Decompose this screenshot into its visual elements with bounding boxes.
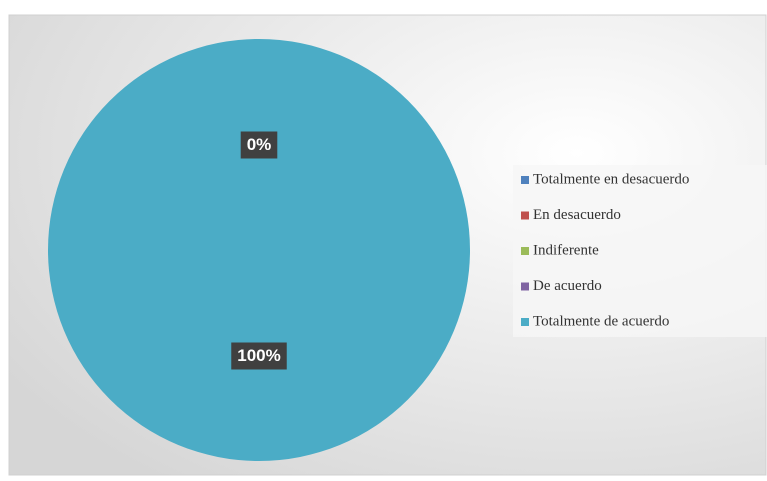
- legend-swatch: [521, 211, 529, 220]
- data-label-box: [231, 342, 287, 370]
- legend-swatch: [521, 176, 529, 184]
- data-label: 100%: [237, 346, 280, 365]
- legend-swatch: [521, 247, 529, 255]
- legend-label: En desacuerdo: [533, 207, 621, 223]
- legend-box: [513, 165, 767, 337]
- data-label-box: [240, 131, 278, 159]
- legend-swatch: [521, 318, 529, 326]
- legend-label: Indiferente: [533, 242, 599, 258]
- pie-slice: [48, 39, 470, 461]
- legend-label: Totalmente de acuerdo: [533, 313, 669, 329]
- legend-swatch: [521, 282, 529, 291]
- legend-label: Totalmente en desacuerdo: [533, 171, 689, 187]
- data-label: 0%: [247, 135, 272, 154]
- legend-label: De acuerdo: [533, 278, 602, 294]
